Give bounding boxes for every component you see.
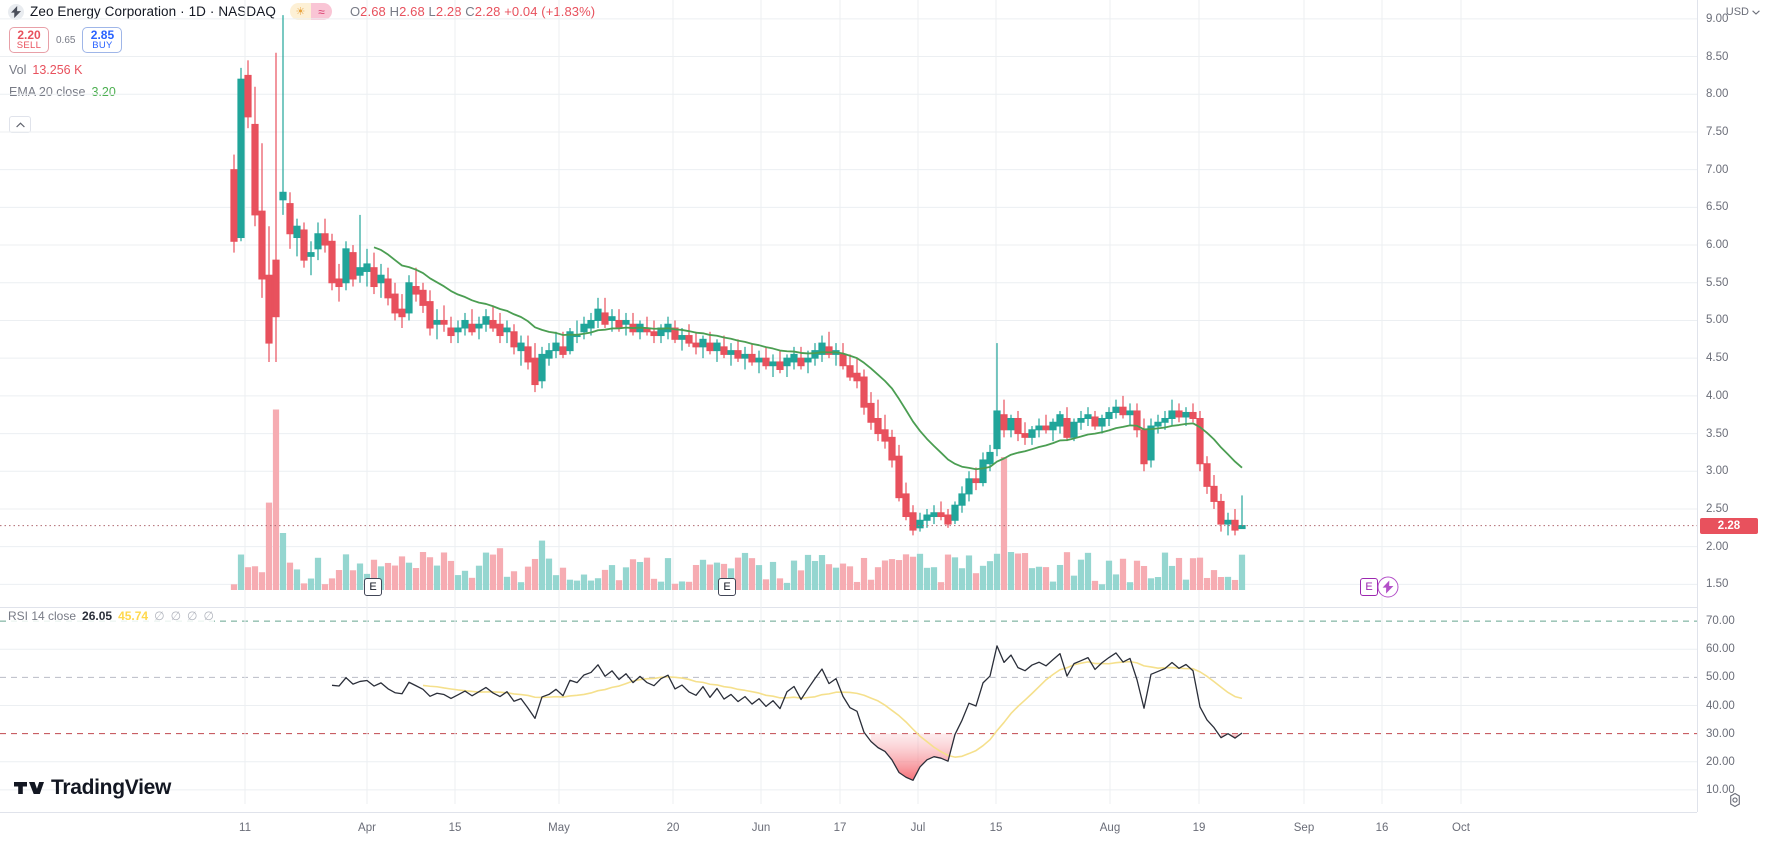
symbol-logo-icon — [8, 3, 24, 20]
ohlc-change: +0.04 (+1.83%) — [504, 4, 596, 19]
price-chart-canvas — [0, 0, 1697, 607]
buy-label: BUY — [92, 40, 113, 52]
price-tick-label: 8.50 — [1706, 50, 1729, 63]
rsi-tick-label: 50.00 — [1706, 671, 1735, 684]
rsi-param-3: ∅ — [187, 609, 198, 623]
price-tick-label: 4.50 — [1706, 352, 1729, 365]
price-pane[interactable] — [0, 0, 1697, 607]
currency-label: USD — [1725, 6, 1749, 18]
price-tick-label: 7.00 — [1706, 163, 1729, 176]
time-tick-label: 20 — [666, 822, 680, 834]
time-axis[interactable]: 11 Apr 15 May 20 Jun 17 Jul 15 Aug 19 Sep 16 Oct — [0, 812, 1697, 843]
price-tick-label: 8.00 — [1706, 88, 1729, 101]
price-tick-label: 6.50 — [1706, 201, 1729, 214]
price-tick-label: 5.00 — [1706, 314, 1729, 327]
price-tick-label: 9.00 — [1706, 12, 1729, 25]
ohlc-h-label: H — [389, 4, 400, 19]
time-tick-label: Jun — [751, 822, 771, 834]
rsi-pane[interactable] — [0, 607, 1697, 804]
volume-label: Vol — [9, 63, 27, 77]
chevron-down-icon — [1752, 9, 1760, 15]
symbol-title[interactable]: Zeo Energy Corporation · 1D · NASDAQ — [30, 4, 276, 19]
rsi-tick-label: 40.00 — [1706, 699, 1735, 712]
tradingview-brand: TradingView — [51, 776, 172, 799]
rsi-chart-canvas — [0, 607, 1697, 804]
time-tick-label: Jul — [910, 822, 926, 834]
time-tick-label: 17 — [833, 822, 847, 834]
collapse-legend-button[interactable] — [9, 116, 31, 133]
header-status-badges[interactable]: ☀ ≈ — [289, 3, 332, 20]
rsi-value: 26.05 — [82, 609, 113, 623]
ema-value: 3.20 — [91, 85, 116, 99]
price-tick-label: 4.00 — [1706, 389, 1729, 402]
rsi-tick-label: 10.00 — [1706, 783, 1735, 796]
tradingview-logo-icon — [14, 782, 44, 794]
price-scale[interactable]: USD 9.00 8.50 8.00 7.50 7.00 6.50 6.00 5.50 5.00… — [1697, 0, 1765, 812]
earnings-marker[interactable]: E — [364, 578, 382, 596]
ema-label: EMA 20 close — [9, 85, 86, 99]
current-price-badge: 2.28 — [1700, 517, 1758, 534]
volume-legend[interactable]: Vol 13.256 K — [9, 63, 82, 77]
rsi-tick-label: 30.00 — [1706, 727, 1735, 740]
price-tick-label: 5.50 — [1706, 276, 1729, 289]
time-tick-label: 16 — [1375, 822, 1389, 834]
time-tick-label: 15 — [989, 822, 1003, 834]
sell-label: SELL — [16, 40, 42, 52]
time-tick-label: 15 — [448, 822, 462, 834]
sell-price: 2.20 — [17, 27, 41, 42]
ohlc-l-label: L — [428, 4, 436, 19]
buy-price: 2.85 — [90, 27, 115, 42]
price-tick-label: 7.50 — [1706, 125, 1729, 138]
trade-widget: 2.20 SELL 0.65 2.85 BUY — [9, 27, 123, 53]
sell-button[interactable]: 2.20 SELL — [9, 27, 49, 53]
rsi-param-4: ∅ — [203, 609, 214, 623]
time-tick-label: Aug — [1099, 822, 1121, 834]
buy-button[interactable]: 2.85 BUY — [82, 27, 123, 53]
time-tick-label: Oct — [1452, 822, 1470, 834]
lightning-bolt-icon[interactable] — [1377, 576, 1399, 598]
rsi-param-2: ∅ — [170, 609, 182, 623]
earnings-marker[interactable]: E — [1360, 578, 1378, 596]
chevron-up-icon — [15, 121, 25, 127]
rsi-tick-label: 70.00 — [1706, 615, 1735, 628]
ohlc-h-value: 2.68 — [399, 4, 425, 19]
price-tick-label: 2.00 — [1706, 540, 1729, 553]
price-tick-label: 6.00 — [1706, 239, 1729, 252]
price-tick-label: 3.50 — [1706, 427, 1729, 440]
rsi-ma-value: 45.74 — [118, 609, 149, 623]
rsi-label: RSI 14 close — [8, 609, 77, 623]
ema-legend[interactable]: EMA 20 close 3.20 — [9, 85, 116, 99]
price-tick-label: 3.00 — [1706, 465, 1729, 478]
wave-compare-icon[interactable]: ≈ — [310, 3, 332, 20]
rsi-tick-label: 20.00 — [1706, 755, 1735, 768]
price-tick-label: 2.50 — [1706, 502, 1729, 515]
spread-value: 0.65 — [56, 34, 76, 46]
settings-gear-icon — [1730, 792, 1740, 808]
tradingview-watermark: TradingView — [14, 776, 171, 800]
time-tick-label: Apr — [358, 822, 376, 834]
rsi-legend[interactable]: RSI 14 close 26.05 45.74 ∅ ∅ ∅ ∅ — [8, 609, 214, 623]
volume-value: 13.256 K — [32, 63, 83, 77]
time-tick-label: Sep — [1293, 822, 1315, 834]
ohlc-c-label: C — [465, 4, 475, 19]
time-tick-label: 11 — [239, 822, 251, 834]
rsi-param-1: ∅ — [154, 609, 165, 623]
rsi-tick-label: 60.00 — [1706, 643, 1735, 656]
time-tick-label: May — [548, 822, 570, 834]
ohlc-c-value: 2.28 — [474, 4, 501, 19]
chart-settings-button[interactable] — [1727, 792, 1743, 808]
price-tick-label: 1.50 — [1706, 578, 1729, 591]
pane-divider — [0, 607, 1697, 608]
earnings-marker[interactable]: E — [718, 578, 736, 596]
time-tick-label: 19 — [1192, 822, 1206, 834]
currency-selector[interactable]: USD — [1726, 4, 1760, 20]
alert-sun-icon[interactable]: ☀ — [289, 3, 311, 20]
ohlc-o-label: O — [349, 4, 361, 19]
